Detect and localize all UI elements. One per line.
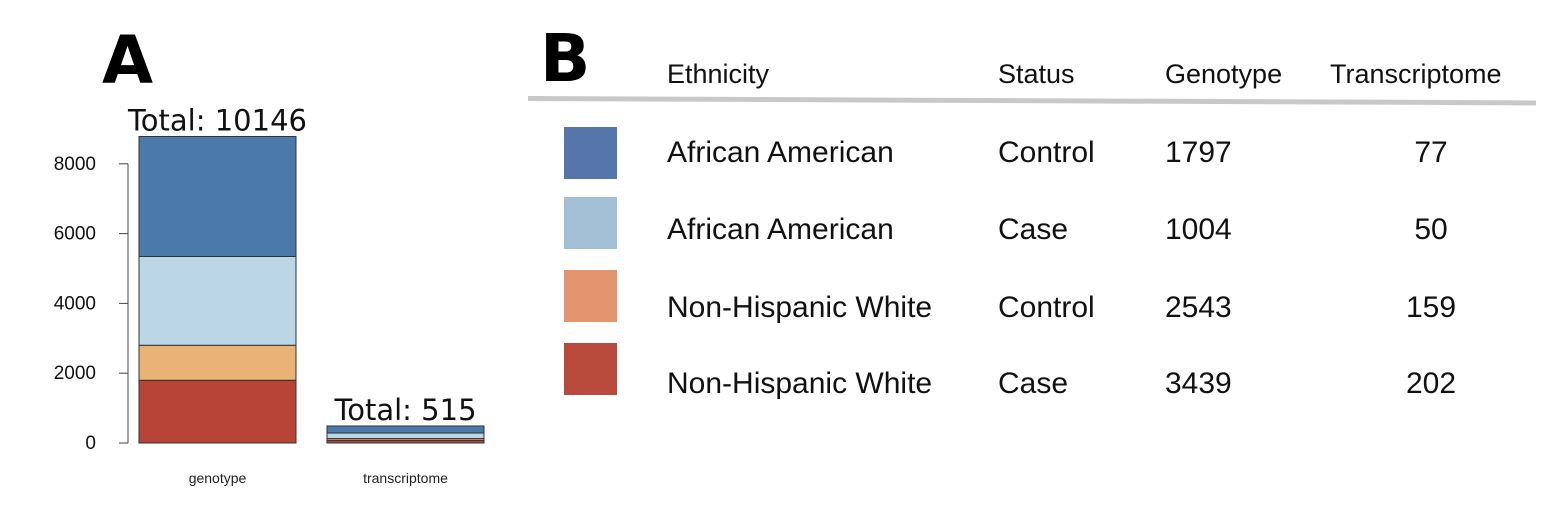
cell-genotype: 1004 bbox=[1165, 213, 1232, 246]
color-swatch bbox=[564, 270, 617, 322]
cell-ethnicity: African American bbox=[667, 213, 894, 246]
cell-genotype: 2543 bbox=[1165, 291, 1232, 324]
x-tick-label-genotype: genotype bbox=[189, 470, 247, 486]
table-row: African American Case 1004 50 bbox=[0, 197, 1568, 282]
cell-genotype: 3439 bbox=[1165, 367, 1232, 400]
panel-a-label: A bbox=[102, 22, 154, 99]
y-tick-label-0: 0 bbox=[85, 433, 96, 454]
header-divider bbox=[527, 96, 1537, 106]
cell-transcriptome: 202 bbox=[1405, 367, 1457, 400]
y-tick-label-4000: 4000 bbox=[54, 293, 96, 314]
cell-status: Case bbox=[998, 213, 1069, 246]
bar-segment-genotype-1 bbox=[138, 344, 297, 381]
y-tick-label-6000: 6000 bbox=[54, 224, 96, 245]
color-swatch bbox=[564, 343, 617, 395]
table-row: African American Control 1797 77 bbox=[0, 126, 1568, 204]
table-row: Non-Hispanic White Control 2543 159 bbox=[0, 270, 1568, 360]
bar-segment-genotype-2 bbox=[138, 255, 297, 346]
x-tick-label-transcriptome: transcriptome bbox=[363, 470, 448, 486]
cell-ethnicity: Non-Hispanic White bbox=[667, 291, 933, 324]
header-ethnicity: Ethnicity bbox=[667, 59, 770, 89]
cell-transcriptome: 159 bbox=[1405, 291, 1457, 324]
cell-status: Control bbox=[998, 291, 1095, 324]
table-row: Non-Hispanic White Case 3439 202 bbox=[0, 343, 1568, 438]
header-transcriptome: Transcriptome bbox=[1330, 59, 1502, 89]
y-tick-label-2000: 2000 bbox=[54, 363, 96, 384]
bar-segment-genotype-3 bbox=[138, 135, 297, 257]
color-swatch bbox=[564, 197, 617, 249]
cell-genotype: 1797 bbox=[1165, 136, 1232, 169]
bar-segment-transcriptome-3 bbox=[326, 425, 485, 434]
cell-status: Case bbox=[998, 367, 1069, 400]
total-label-genotype: Total: 10146 bbox=[127, 103, 307, 137]
stacked-bar-chart: 0 2000 4000 6000 8000 genotype Total: 10146 tra… bbox=[54, 103, 485, 486]
cell-ethnicity: African American bbox=[667, 136, 894, 169]
cell-transcriptome: 77 bbox=[1414, 136, 1448, 169]
y-tick-label-8000: 8000 bbox=[54, 154, 96, 175]
bar-segment-genotype-0 bbox=[138, 379, 297, 444]
cell-ethnicity: Non-Hispanic White bbox=[667, 367, 933, 400]
cell-status: Control bbox=[998, 136, 1095, 169]
total-label-transcriptome: Total: 515 bbox=[333, 393, 476, 427]
color-swatch bbox=[564, 127, 617, 179]
header-genotype: Genotype bbox=[1165, 59, 1283, 89]
header-status: Status bbox=[998, 59, 1075, 89]
panel-b-label: B bbox=[540, 20, 591, 97]
cell-transcriptome: 50 bbox=[1414, 213, 1448, 246]
